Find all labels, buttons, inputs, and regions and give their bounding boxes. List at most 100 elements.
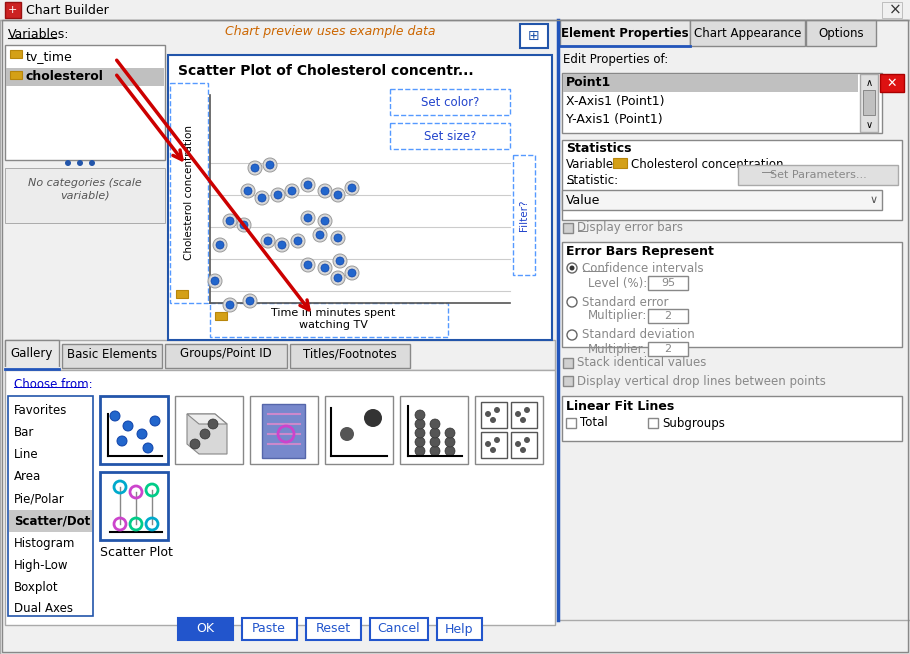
Circle shape [485,441,491,447]
Bar [170,83,208,303]
Bar [481,432,507,458]
Bar [175,396,243,464]
Circle shape [567,297,577,307]
Circle shape [266,161,274,169]
Circle shape [304,181,312,189]
Circle shape [304,214,312,222]
Circle shape [570,266,574,271]
Circle shape [244,187,252,195]
Circle shape [321,217,329,225]
Bar [5,370,555,625]
Text: Standard deviation: Standard deviation [582,328,694,341]
Bar [563,223,573,233]
Text: Favorites: Favorites [14,405,67,417]
Text: Display vertical drop lines between points: Display vertical drop lines between poin… [577,375,826,388]
Circle shape [65,160,71,166]
Circle shape [490,417,496,423]
Text: Histogram: Histogram [14,536,76,549]
Circle shape [271,188,285,202]
Text: High-Low: High-Low [14,559,68,572]
Bar [882,2,902,18]
Circle shape [275,238,289,252]
Text: Point1: Point1 [566,77,612,90]
Circle shape [415,410,425,420]
Bar [648,276,688,290]
Circle shape [255,191,269,205]
Circle shape [331,231,345,245]
Bar [562,242,902,347]
Bar [168,55,552,340]
Text: Chart preview uses example data: Chart preview uses example data [225,26,435,39]
Text: Chart Appearance: Chart Appearance [694,27,802,39]
Text: Set Parameters...: Set Parameters... [770,170,866,180]
Text: ∧: ∧ [865,78,873,88]
Bar [10,50,22,58]
Circle shape [348,269,356,277]
Circle shape [291,234,305,248]
Bar [290,344,410,368]
Bar [613,158,627,168]
Circle shape [415,437,425,447]
Text: Set color?: Set color? [420,95,480,109]
Circle shape [208,419,218,429]
Circle shape [520,417,526,423]
Bar [481,402,507,428]
Text: Paste: Paste [252,623,286,636]
Bar [5,340,555,370]
Circle shape [515,411,521,417]
Circle shape [137,429,147,439]
Circle shape [494,437,500,443]
Circle shape [490,447,496,453]
Bar [520,24,548,48]
Text: Set size?: Set size? [424,129,476,143]
Bar [513,155,535,275]
Bar [5,168,165,223]
Circle shape [430,446,440,456]
Text: Cancel: Cancel [378,623,420,636]
Circle shape [264,237,272,245]
Text: Titles/Footnotes: Titles/Footnotes [303,347,397,360]
Text: Area: Area [14,470,41,483]
Text: Confidence intervals: Confidence intervals [582,262,703,275]
Text: Pie/Polar: Pie/Polar [14,492,65,506]
Text: Element Properties: Element Properties [561,27,689,39]
Text: Value: Value [566,194,601,207]
Text: variable): variable) [60,191,110,201]
Circle shape [237,218,251,232]
Circle shape [89,160,95,166]
Bar [176,290,188,298]
Text: Line: Line [14,449,38,462]
Bar [562,140,902,220]
Text: Boxplot: Boxplot [14,581,58,593]
Text: Cholesterol concentration: Cholesterol concentration [184,126,194,260]
Circle shape [278,241,286,249]
Bar [880,74,904,92]
Bar [562,396,902,441]
Text: Scatter/Dot: Scatter/Dot [14,515,90,528]
Circle shape [226,217,234,225]
Circle shape [261,234,275,248]
Text: ∨: ∨ [865,120,873,130]
Text: ×: × [889,3,902,18]
Bar [325,396,393,464]
Text: Total: Total [580,417,608,430]
Circle shape [77,160,83,166]
Bar [165,344,287,368]
Text: Subgroups: Subgroups [662,417,725,430]
Circle shape [321,187,329,195]
Text: X-Axis1 (Point1): X-Axis1 (Point1) [566,94,664,107]
Circle shape [515,441,521,447]
Text: OK: OK [196,623,214,636]
Text: Gallery: Gallery [11,347,53,360]
Bar [100,396,168,464]
Bar [511,402,537,428]
Text: Reset: Reset [316,623,350,636]
Circle shape [110,411,120,421]
Circle shape [567,330,577,340]
Circle shape [211,277,219,285]
Bar [10,71,22,79]
Circle shape [345,266,359,280]
Circle shape [213,238,227,252]
Circle shape [304,261,312,269]
Bar [178,618,233,640]
